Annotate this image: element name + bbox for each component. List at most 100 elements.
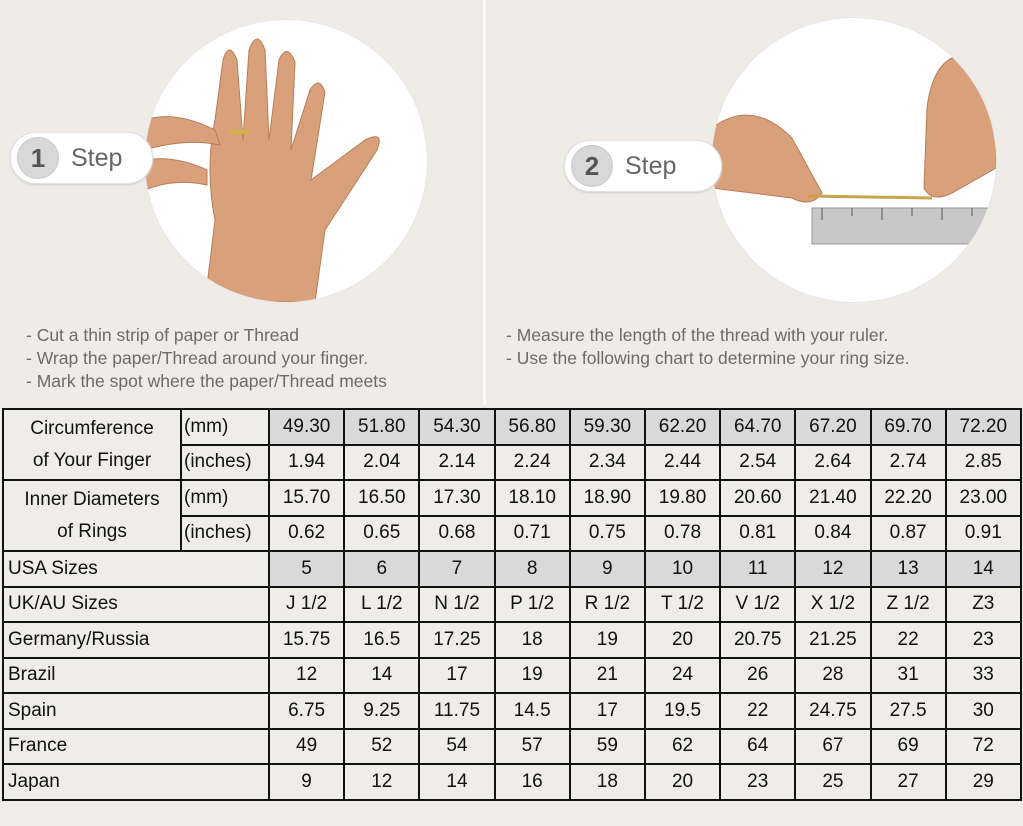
table-cell: 62 bbox=[643, 727, 722, 765]
table-cell: Z3 bbox=[944, 585, 1022, 623]
unit-label: (inches) bbox=[180, 443, 270, 481]
table-cell: 52 bbox=[343, 727, 421, 765]
table-cell: 67 bbox=[794, 727, 872, 765]
table-cell: 26 bbox=[719, 656, 797, 694]
table-cell: 27 bbox=[869, 763, 947, 801]
step-label: Step bbox=[625, 151, 677, 180]
table-cell: 11.75 bbox=[418, 692, 496, 730]
table-cell: 69.70 bbox=[869, 408, 947, 446]
table-cell: 2.24 bbox=[493, 443, 571, 481]
table-row: Brazil 12 14 17 19 21 24 26 28 31 33 bbox=[2, 656, 1022, 694]
table-cell: 23 bbox=[944, 621, 1022, 659]
table-cell: 9.25 bbox=[343, 692, 421, 730]
table-cell: 15.75 bbox=[267, 621, 346, 659]
table-cell: 21 bbox=[568, 656, 646, 694]
row-label: Brazil bbox=[2, 656, 270, 694]
instruction: - Wrap the paper/Thread around your fing… bbox=[26, 348, 369, 368]
table-cell: 12 bbox=[794, 550, 872, 588]
table-cell: 11 bbox=[719, 550, 797, 588]
row-label-line: of Your Finger bbox=[32, 449, 152, 471]
table-cell: 0.68 bbox=[418, 514, 496, 552]
table-cell: 9 bbox=[267, 763, 346, 801]
table-cell: 64.70 bbox=[719, 408, 797, 446]
row-label: Germany/Russia bbox=[2, 621, 270, 659]
table-cell: 6 bbox=[343, 550, 421, 588]
table-cell: 25 bbox=[794, 763, 872, 801]
step-2-badge: 2 Step bbox=[564, 140, 722, 192]
table-cell: 1.94 bbox=[267, 443, 346, 481]
table-cell: 0.65 bbox=[343, 514, 421, 552]
table-cell: R 1/2 bbox=[568, 585, 646, 623]
row-label-line: Circumference bbox=[30, 417, 154, 439]
table-cell: 20 bbox=[643, 621, 722, 659]
table-cell: 14 bbox=[944, 550, 1022, 588]
table-cell: 30 bbox=[944, 692, 1022, 730]
table-row: (inches) 0.62 0.65 0.68 0.71 0.75 0.78 0.81 0.84… bbox=[3, 514, 1022, 552]
table-cell: 18 bbox=[568, 763, 646, 801]
table-cell: 18.10 bbox=[493, 479, 571, 517]
table-cell: 67.20 bbox=[794, 408, 872, 446]
table-cell: 59 bbox=[568, 727, 646, 765]
table-cell: 9 bbox=[568, 550, 646, 588]
table-cell: 72.20 bbox=[944, 408, 1022, 446]
table-cell: 24.75 bbox=[794, 692, 872, 730]
row-label-line: of Rings bbox=[57, 520, 127, 542]
unit-label: (inches) bbox=[180, 514, 270, 552]
thread-ruler-photo bbox=[712, 18, 996, 302]
unit-label: (mm) bbox=[180, 479, 270, 517]
table-cell: 19 bbox=[568, 621, 646, 659]
table-cell: 57 bbox=[493, 727, 571, 765]
table-row: Circumference of Your Finger (mm) 49.30 51.8… bbox=[2, 408, 1022, 481]
table-cell: 24 bbox=[643, 656, 722, 694]
table-cell: 54 bbox=[418, 727, 496, 765]
table-cell: 0.62 bbox=[267, 514, 346, 552]
table-cell: 5 bbox=[267, 550, 346, 588]
table-cell: 49 bbox=[267, 727, 346, 765]
table-cell: 18.90 bbox=[568, 479, 646, 517]
table-cell: 27.5 bbox=[869, 692, 947, 730]
table-cell: 21.25 bbox=[794, 621, 872, 659]
table-cell: 0.81 bbox=[719, 514, 797, 552]
table-row: UK/AU Sizes J 1/2 L 1/2 N 1/2 P 1/2 R 1/2 T 1/… bbox=[2, 585, 1022, 623]
table-cell: 0.71 bbox=[493, 514, 571, 552]
table-cell: L 1/2 bbox=[343, 585, 421, 623]
instruction: - Mark the spot where the paper/Thread m… bbox=[26, 371, 387, 391]
table-cell: 69 bbox=[869, 727, 947, 765]
diameter-label: Inner Diameters of Rings bbox=[2, 479, 182, 552]
row-label: Spain bbox=[2, 692, 270, 730]
panel-divider bbox=[483, 0, 486, 405]
row-label: USA Sizes bbox=[2, 550, 270, 588]
step-1-panel: 1 Step - Cut a thin strip of paper or Th… bbox=[0, 0, 483, 405]
table-cell: 0.84 bbox=[794, 514, 872, 552]
table-cell: 54.30 bbox=[418, 408, 496, 446]
table-cell: 10 bbox=[643, 550, 722, 588]
table-cell: P 1/2 bbox=[493, 585, 571, 623]
table-cell: 20.60 bbox=[719, 479, 797, 517]
unit-label: (mm) bbox=[180, 408, 270, 446]
table-cell: 20 bbox=[643, 763, 722, 801]
ruler-illustration bbox=[712, 57, 996, 245]
table-cell: 16.5 bbox=[343, 621, 421, 659]
table-cell: 7 bbox=[418, 550, 496, 588]
table-row: Japan 9 12 14 16 18 20 23 25 27 29 bbox=[2, 763, 1022, 801]
table-cell: 19 bbox=[493, 656, 571, 694]
table-cell: 20.75 bbox=[719, 621, 797, 659]
hand-illustration bbox=[145, 38, 380, 302]
table-cell: J 1/2 bbox=[267, 585, 346, 623]
table-cell: 2.34 bbox=[568, 443, 646, 481]
table-cell: 2.44 bbox=[643, 443, 722, 481]
table-row: Germany/Russia 15.75 16.5 17.25 18 19 20 20.75 2… bbox=[2, 621, 1022, 659]
table-cell: 17 bbox=[568, 692, 646, 730]
step-1-badge: 1 Step bbox=[10, 132, 153, 184]
table-cell: 16 bbox=[493, 763, 571, 801]
table-cell: 2.04 bbox=[343, 443, 421, 481]
table-cell: 19.5 bbox=[643, 692, 722, 730]
table-cell: 0.75 bbox=[568, 514, 646, 552]
table-cell: X 1/2 bbox=[794, 585, 872, 623]
table-cell: 2.54 bbox=[719, 443, 797, 481]
table-cell: Z 1/2 bbox=[869, 585, 947, 623]
step-2-instructions: - Measure the length of the thread with … bbox=[506, 324, 910, 370]
table-cell: 12 bbox=[343, 763, 421, 801]
table-row: Spain 6.75 9.25 11.75 14.5 17 19.5 22 24.75 27.5 3… bbox=[2, 692, 1022, 730]
table-cell: 31 bbox=[869, 656, 947, 694]
